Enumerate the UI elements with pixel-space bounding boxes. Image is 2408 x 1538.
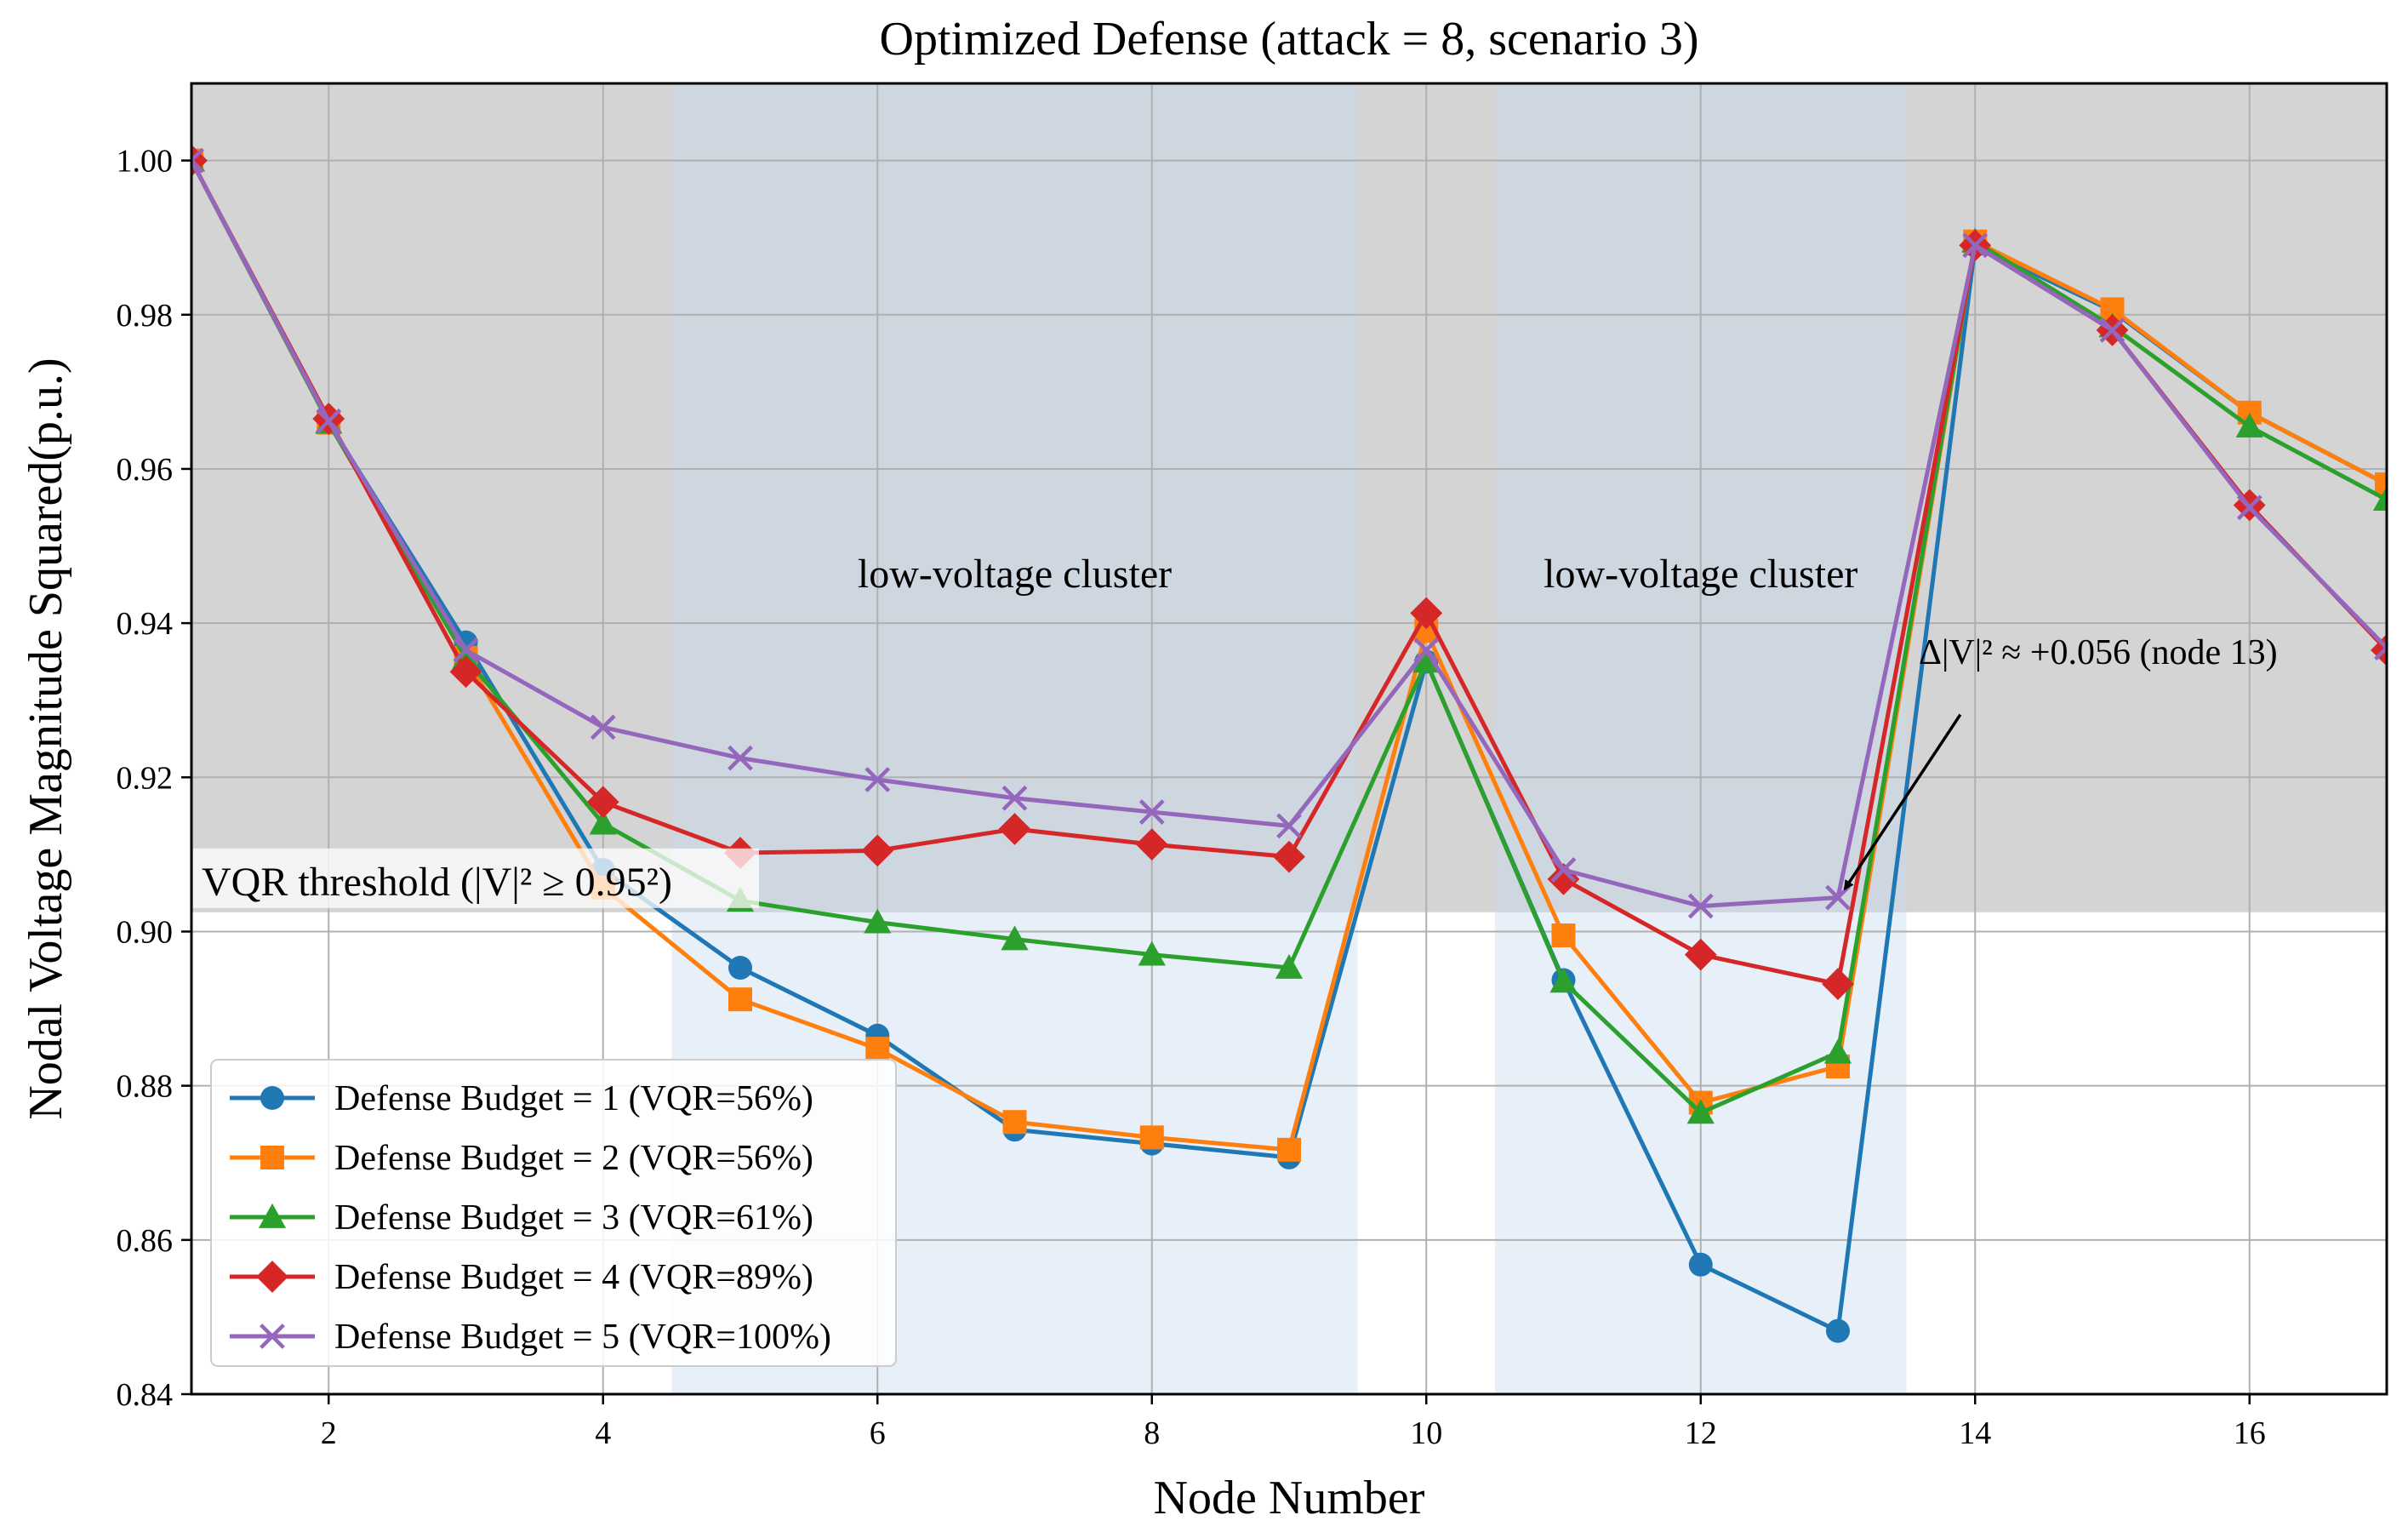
legend-item-3: Defense Budget = 3 (VQR=61%)	[230, 1198, 813, 1238]
series-2-point	[1002, 1110, 1027, 1135]
series-5-point	[1962, 232, 1989, 259]
legend-marker	[260, 1086, 284, 1110]
series-5-point	[728, 745, 753, 771]
series-3-point	[1001, 925, 1029, 951]
x-tick-label: 4	[595, 1415, 611, 1451]
series-4-point	[1135, 828, 1168, 861]
y-tick-label: 0.88	[117, 1069, 174, 1105]
series-4-point	[998, 813, 1031, 845]
x-axis-label: Node Number	[1154, 1472, 1425, 1524]
series-1-point	[1826, 1318, 1850, 1343]
series-5-point	[2374, 635, 2387, 660]
legend-marker	[260, 1324, 285, 1349]
x-tick-label: 8	[1144, 1415, 1160, 1451]
legend-item-5: Defense Budget = 5 (VQR=100%)	[230, 1318, 831, 1357]
legend: Defense Budget = 1 (VQR=56%) Defense Budg…	[210, 1059, 897, 1367]
y-tick-label: 0.86	[117, 1223, 174, 1259]
legend-marker	[256, 1261, 288, 1293]
plot-frame	[190, 82, 2388, 1396]
legend-item-4: Defense Budget = 4 (VQR=89%)	[230, 1258, 813, 1297]
series-3-point	[2235, 413, 2263, 437]
series-4-point	[1410, 597, 1443, 630]
series-3-point	[1138, 941, 1166, 966]
x-tick-label: 16	[2234, 1415, 2266, 1451]
series-2-point	[2375, 472, 2387, 497]
series-5-point	[316, 408, 342, 434]
series-4-point	[1273, 840, 1305, 873]
series-4-point	[1822, 968, 1854, 1000]
annotation-arrow	[1843, 713, 1962, 891]
series-2-point	[1551, 923, 1576, 947]
series-5-point	[1413, 637, 1440, 663]
threshold-label: VQR threshold (|V|² ≥ 0.95²)	[202, 860, 672, 905]
legend-box	[210, 1059, 897, 1367]
y-tick-label: 0.84	[117, 1377, 174, 1413]
annotation-text: Δ|V|² ≈ +0.056 (node 13)	[1919, 633, 2278, 672]
cluster-label-1: low-voltage cluster	[858, 552, 1172, 597]
x-tick-label: 6	[870, 1415, 886, 1451]
cluster-label-2: low-voltage cluster	[1544, 552, 1857, 597]
series-5-point	[1687, 893, 1714, 919]
series-3-point	[1412, 648, 1441, 673]
series-1-point	[728, 956, 752, 981]
chart-title: Optimized Defense (attack = 8, scenario …	[880, 13, 1699, 66]
series-5-point	[590, 714, 616, 740]
threshold-label-box	[193, 848, 759, 908]
series-5-point	[1001, 785, 1028, 811]
legend-item-1: Defense Budget = 1 (VQR=56%)	[230, 1079, 813, 1118]
series-3-point	[1823, 1038, 1852, 1064]
series-5	[191, 147, 2387, 919]
series-2-point	[728, 987, 752, 1012]
series-4-point	[861, 834, 894, 867]
series-5-point	[2236, 495, 2262, 521]
series-5-point	[191, 147, 204, 174]
series-2-point	[1139, 1125, 1164, 1150]
x-tick-label: 14	[1959, 1415, 1991, 1451]
series-5-point	[2099, 317, 2126, 343]
series-4-point	[1684, 938, 1717, 971]
legend-label: Defense Budget = 5 (VQR=100%)	[334, 1318, 831, 1357]
x-tick-label: 12	[1685, 1415, 1717, 1451]
y-tick-label: 0.98	[117, 298, 174, 334]
series-4-point	[586, 786, 619, 819]
x-tick-label: 2	[321, 1415, 337, 1451]
series-1-point	[1688, 1252, 1713, 1277]
legend-label: Defense Budget = 4 (VQR=89%)	[334, 1258, 813, 1297]
series-3-point	[589, 809, 617, 835]
y-tick-label: 1.00	[117, 144, 174, 180]
y-axis-label: Nodal Voltage Magnitude Squared(p.u.)	[20, 357, 72, 1119]
legend-label: Defense Budget = 3 (VQR=61%)	[334, 1198, 813, 1238]
x-tick-label: 10	[1410, 1415, 1442, 1451]
threshold-shade-region	[191, 83, 2387, 912]
y-tick-label: 0.96	[117, 452, 174, 488]
legend-marker	[260, 1146, 284, 1169]
series-5-point	[453, 637, 479, 663]
series-2-point	[865, 1037, 890, 1061]
y-tick-label: 0.94	[117, 606, 174, 642]
series-3-point	[2372, 486, 2387, 512]
legend-label: Defense Budget = 2 (VQR=56%)	[334, 1139, 813, 1178]
series-5-point	[1550, 857, 1577, 883]
series-5-point	[864, 767, 891, 792]
series-3-point	[1275, 953, 1304, 979]
legend-marker	[258, 1203, 287, 1228]
series-3-point	[864, 908, 892, 934]
series-4-point	[449, 655, 482, 689]
legend-label: Defense Budget = 1 (VQR=56%)	[334, 1079, 813, 1118]
series-5-point	[1138, 799, 1165, 825]
series-2-point	[1277, 1137, 1301, 1162]
series-3-point	[1549, 968, 1578, 993]
legend-item-2: Defense Budget = 2 (VQR=56%)	[230, 1139, 813, 1178]
series-3-point	[1686, 1099, 1715, 1124]
series-5-point	[1276, 813, 1302, 839]
y-tick-label: 0.90	[117, 914, 174, 950]
y-tick-label: 0.92	[117, 760, 174, 796]
